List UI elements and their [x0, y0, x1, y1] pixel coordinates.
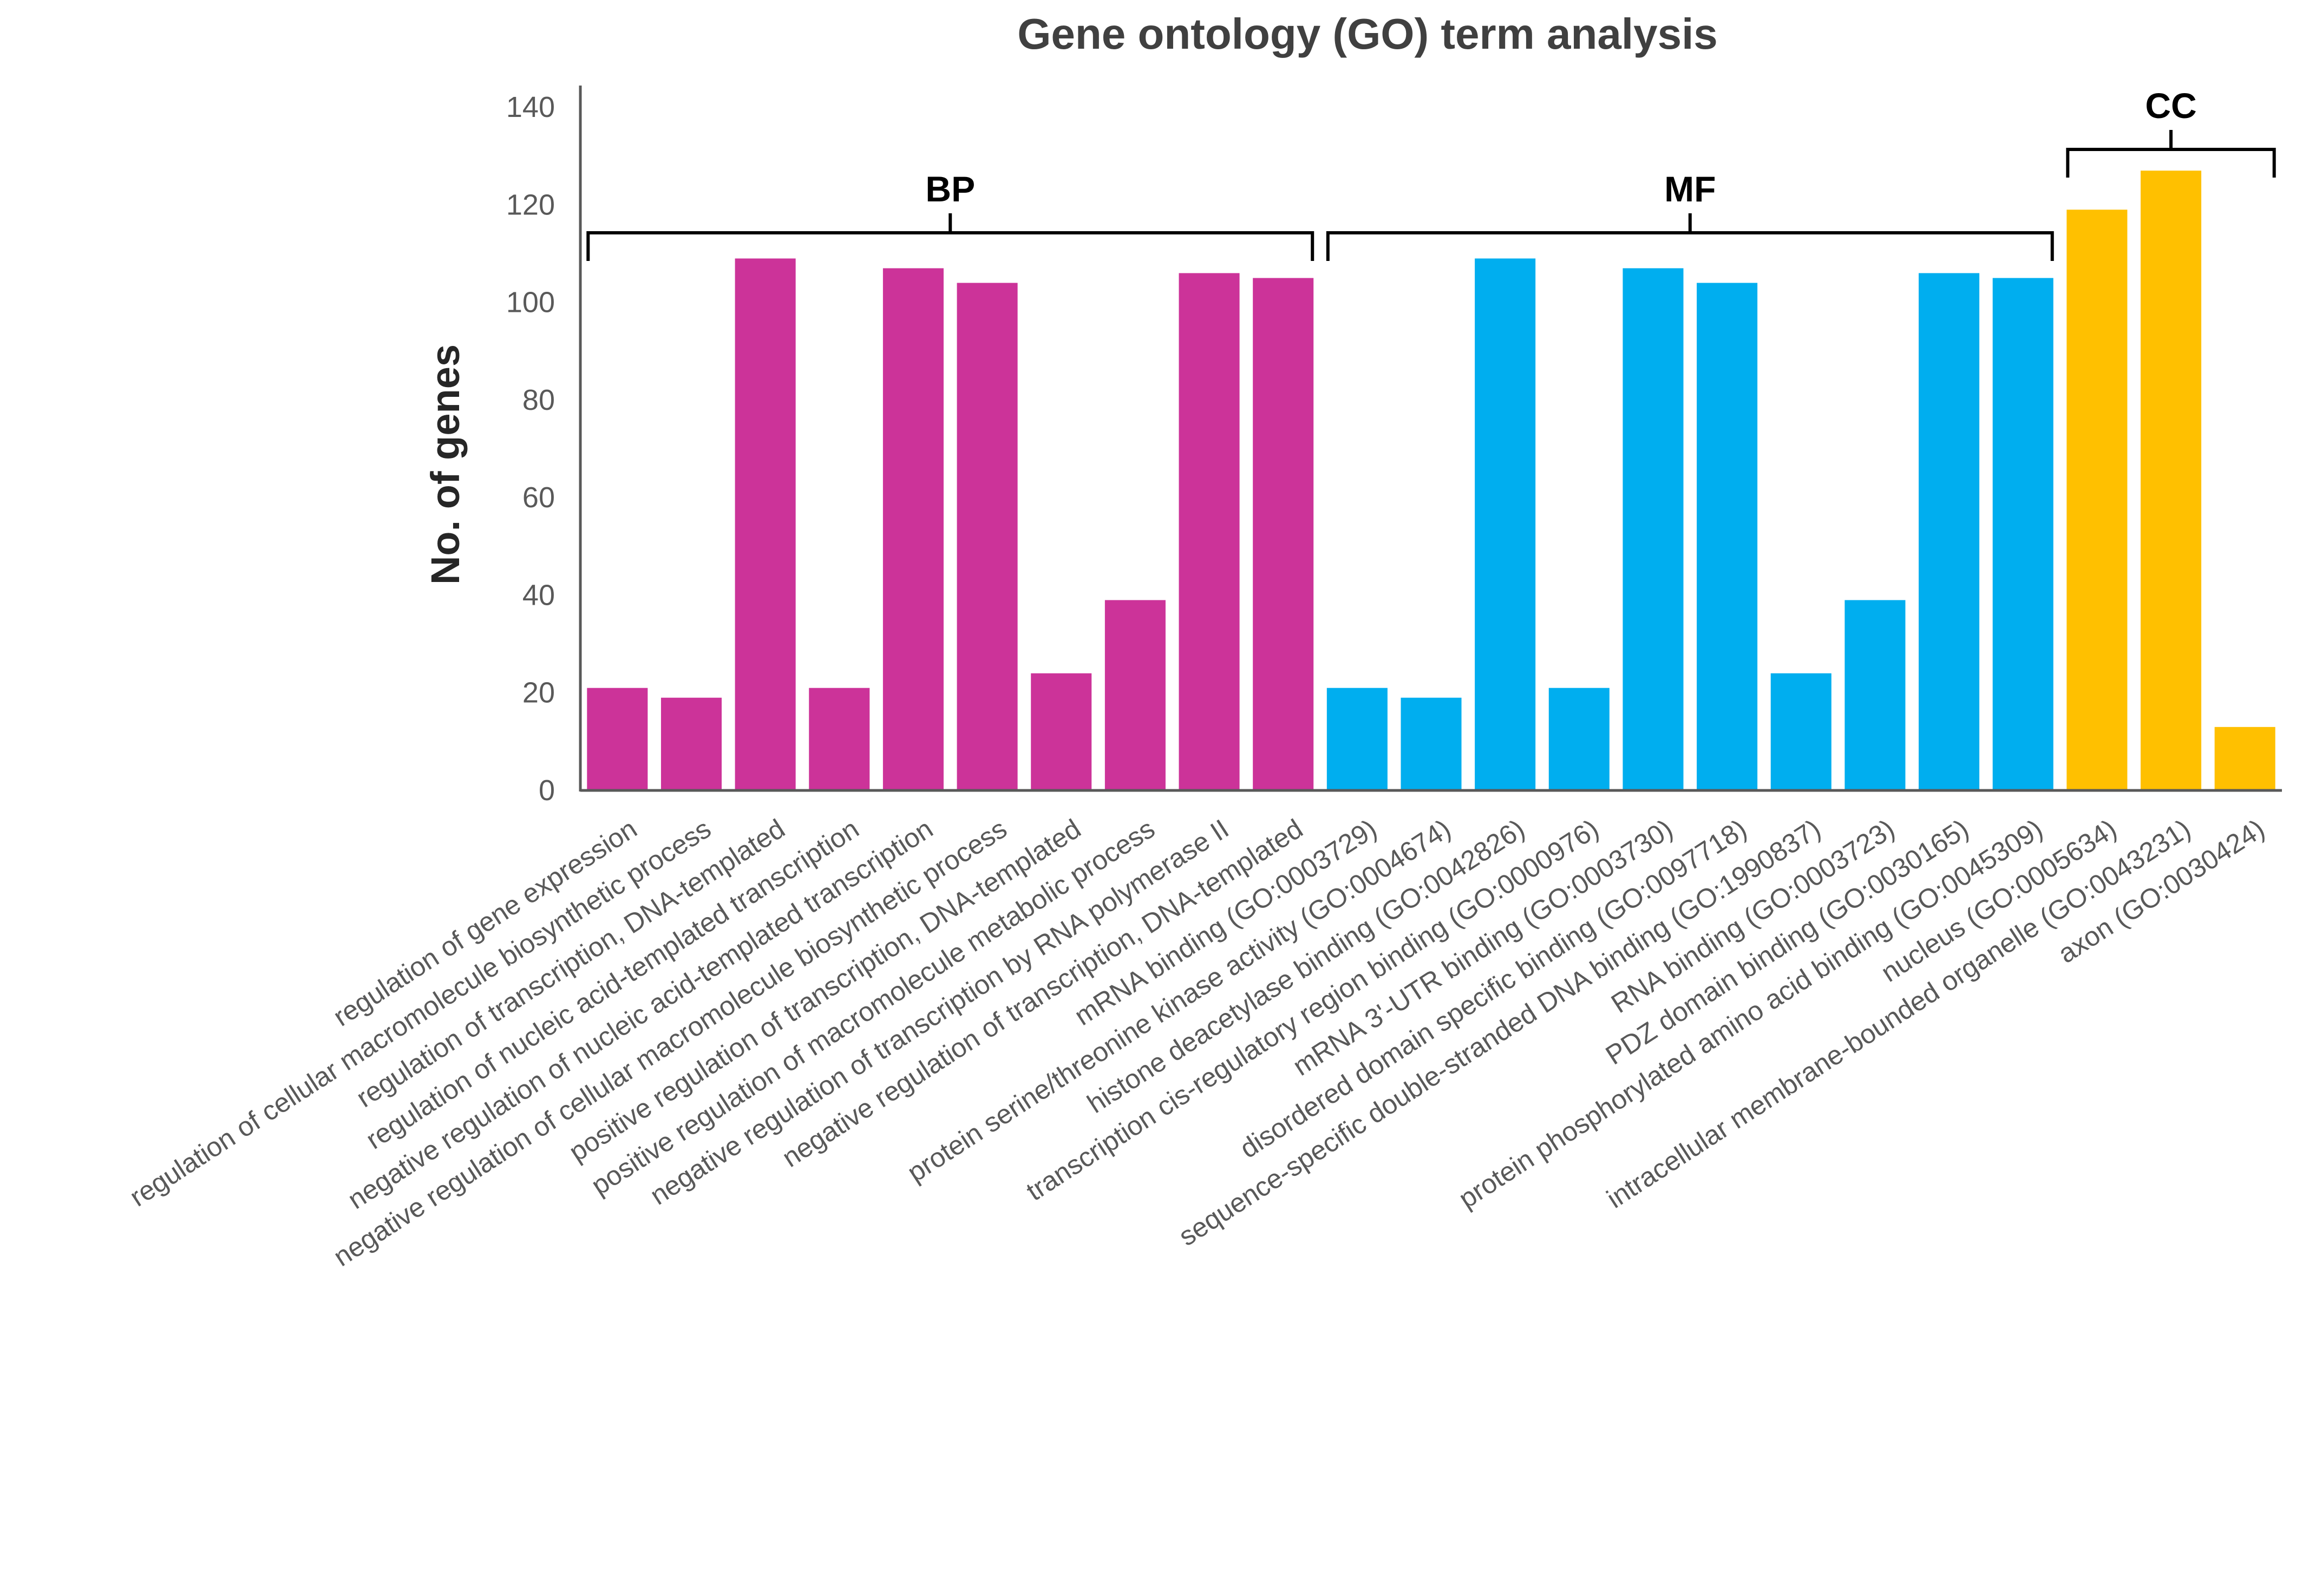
chart-title: Gene ontology (GO) term analysis [1017, 10, 1718, 58]
y-tick-label: 120 [506, 188, 555, 221]
bar [1253, 278, 1314, 790]
bar [1623, 268, 1684, 790]
bar [1031, 673, 1092, 790]
y-tick-label: 100 [506, 286, 555, 319]
bar [1844, 600, 1906, 790]
group-bracket [2066, 130, 2276, 178]
bar [809, 688, 870, 790]
bar [660, 697, 722, 790]
bar [587, 688, 648, 790]
group-label: CC [2145, 86, 2196, 126]
bar [1697, 283, 1758, 790]
y-tick-label: 0 [539, 774, 555, 807]
bar [1179, 273, 1240, 790]
bar [1770, 673, 1831, 790]
bar [1992, 278, 2053, 790]
bar [957, 283, 1018, 790]
bar [2066, 210, 2128, 790]
y-tick-label: 80 [522, 384, 555, 416]
bar [1475, 258, 1536, 790]
bar [1919, 273, 1980, 790]
y-tick-label: 60 [522, 481, 555, 514]
y-tick-label: 140 [506, 91, 555, 123]
bar [1401, 697, 1462, 790]
x-axis-ticks: regulation of gene expressionregulation … [125, 813, 2270, 1272]
bar-series [587, 171, 2275, 791]
y-tick-label: 40 [522, 579, 555, 611]
y-axis-label: No. of genes [423, 344, 468, 585]
group-label: MF [1664, 169, 1716, 209]
bar [735, 258, 796, 790]
bar [2140, 171, 2202, 791]
bar [2214, 727, 2275, 790]
y-tick-label: 20 [522, 677, 555, 709]
group-bracket [586, 213, 1314, 261]
group-label: BP [925, 169, 975, 209]
y-axis-ticks: 0 20 40 60 80 100 120 140 [506, 91, 555, 807]
bar [882, 268, 944, 790]
bar [1104, 600, 1166, 790]
group-brackets: BP MF CC [586, 86, 2276, 261]
bar [1326, 688, 1388, 790]
group-bracket [1326, 213, 2054, 261]
bar [1548, 688, 1610, 790]
